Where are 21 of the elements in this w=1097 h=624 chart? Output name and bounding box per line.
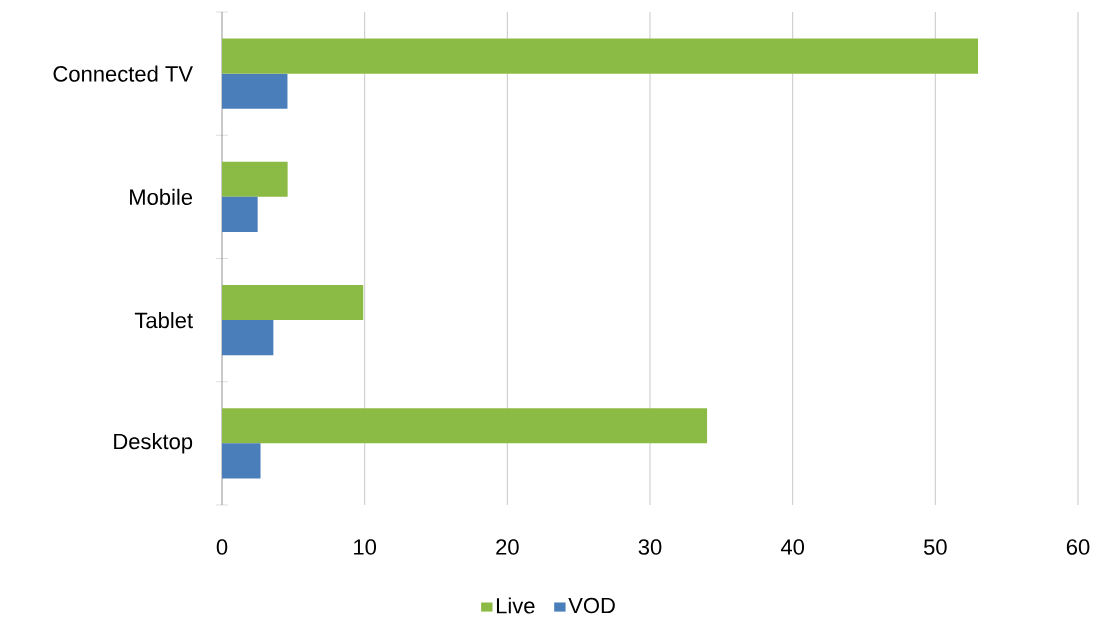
- x-tick-label: 40: [780, 539, 805, 555]
- legend-label: Live: [496, 597, 535, 614]
- bar: [222, 38, 979, 74]
- y-tick-label: Tablet: [134, 312, 193, 329]
- x-tick-label: 20: [496, 539, 519, 555]
- bar: [222, 196, 258, 232]
- legend-label: VOD: [568, 597, 615, 614]
- y-tick-label: Connected TV: [53, 65, 193, 82]
- y-tick-label: Desktop: [114, 433, 193, 454]
- x-tick-label: 60: [1066, 539, 1090, 555]
- bar: [222, 408, 708, 444]
- x-tick-label: 0: [216, 539, 228, 555]
- bar: [222, 73, 288, 109]
- x-tick-label: 50: [923, 539, 947, 555]
- y-tick-label: Mobile: [130, 188, 193, 205]
- x-tick-label: 30: [638, 539, 662, 555]
- bar: [222, 285, 364, 321]
- bar: [222, 161, 288, 197]
- bar: [222, 443, 261, 479]
- bar: [222, 320, 274, 356]
- x-tick-label: 10: [354, 539, 377, 555]
